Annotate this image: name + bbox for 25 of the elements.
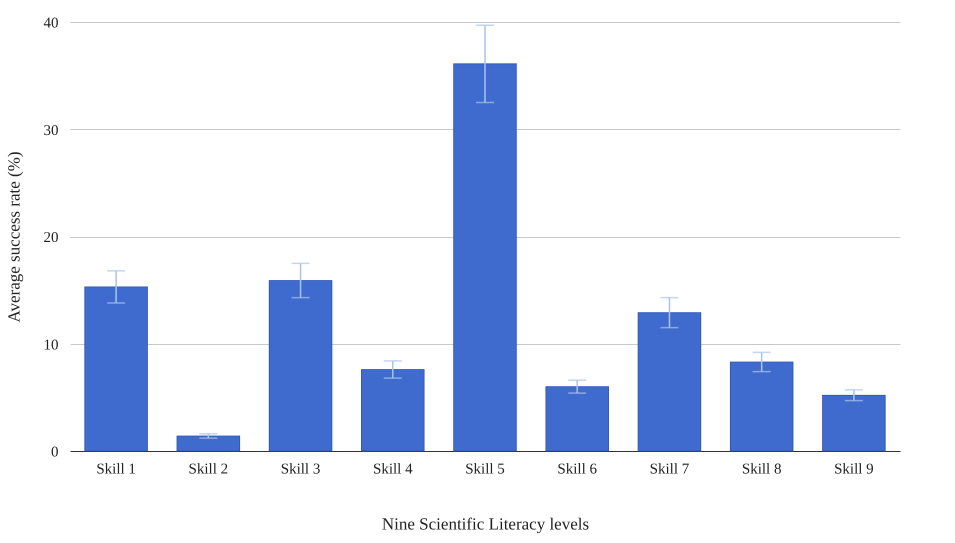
bar [822, 394, 886, 452]
x-tick-label: Skill 7 [650, 462, 690, 478]
bar [84, 286, 148, 452]
bar [638, 312, 702, 452]
x-tick-label: Skill 8 [742, 462, 782, 478]
bar [453, 63, 517, 452]
x-tick-label: Skill 2 [188, 462, 228, 478]
bar [268, 280, 332, 452]
x-tick-label: Skill 5 [465, 462, 505, 478]
y-tick-label: 20 [44, 230, 58, 246]
y-tick-label: 10 [44, 337, 58, 354]
y-tick-label: 40 [44, 16, 58, 32]
y-tick-label: 0 [51, 444, 58, 460]
x-tick-label: Skill 6 [557, 462, 598, 478]
x-tick-label: Skill 9 [834, 462, 874, 478]
x-axis-title: Nine Scientific Literacy levels [382, 514, 590, 534]
x-tick-label: Skill 4 [372, 462, 414, 478]
bar [730, 362, 794, 452]
y-axis-title: Average success rate (%) [4, 151, 24, 323]
y-tick-label: 30 [44, 122, 58, 139]
bar [361, 369, 425, 452]
x-tick-label: Skill 1 [96, 462, 136, 478]
x-tick-label: Skill 3 [280, 462, 320, 478]
bar [545, 386, 609, 452]
bar [176, 436, 240, 452]
